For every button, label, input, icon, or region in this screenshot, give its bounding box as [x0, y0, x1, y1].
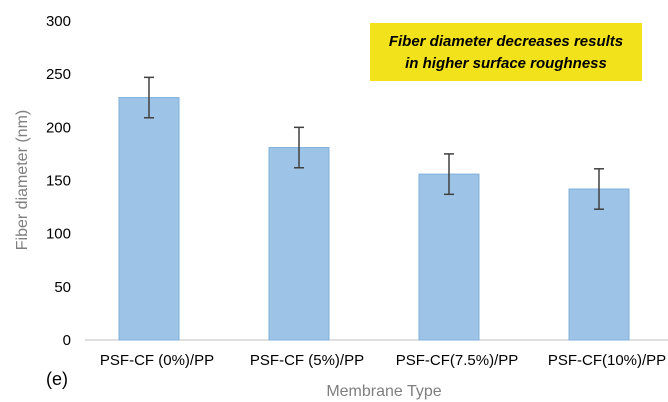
y-tick-label: 0 — [63, 332, 71, 349]
x-tick-label: PSF-CF(10%)/PP — [548, 352, 666, 369]
x-axis-title: Membrane Type — [326, 383, 441, 400]
x-tick-label: PSF-CF (5%)/PP — [250, 352, 364, 369]
bar — [118, 97, 180, 341]
annotation-background — [370, 23, 642, 81]
annotation-box: Fiber diameter decreases results in high… — [370, 23, 642, 81]
error-bars — [144, 76, 604, 210]
y-tick-label: 250 — [46, 66, 71, 83]
panel-label: (e) — [46, 369, 68, 389]
y-tick-label: 50 — [54, 279, 71, 296]
y-tick-label: 200 — [46, 119, 71, 136]
bars — [118, 97, 630, 341]
category-labels: PSF-CF (0%)/PP PSF-CF (5%)/PP PSF-CF(7.5%)… — [100, 352, 666, 369]
y-axis-ticks: 0 50 100 150 200 250 300 — [46, 13, 71, 349]
bar — [268, 147, 330, 341]
y-axis-title: Fiber diameter (nm) — [14, 110, 31, 250]
x-tick-label: PSF-CF(7.5%)/PP — [396, 352, 519, 369]
annotation-line-2: in higher surface roughness — [405, 55, 607, 72]
annotation-line-1: Fiber diameter decreases results — [389, 33, 623, 50]
y-tick-label: 150 — [46, 173, 71, 190]
y-tick-label: 300 — [46, 13, 71, 30]
y-tick-label: 100 — [46, 226, 71, 243]
bar — [568, 188, 630, 341]
x-tick-label: PSF-CF (0%)/PP — [100, 352, 214, 369]
bar — [418, 173, 480, 341]
